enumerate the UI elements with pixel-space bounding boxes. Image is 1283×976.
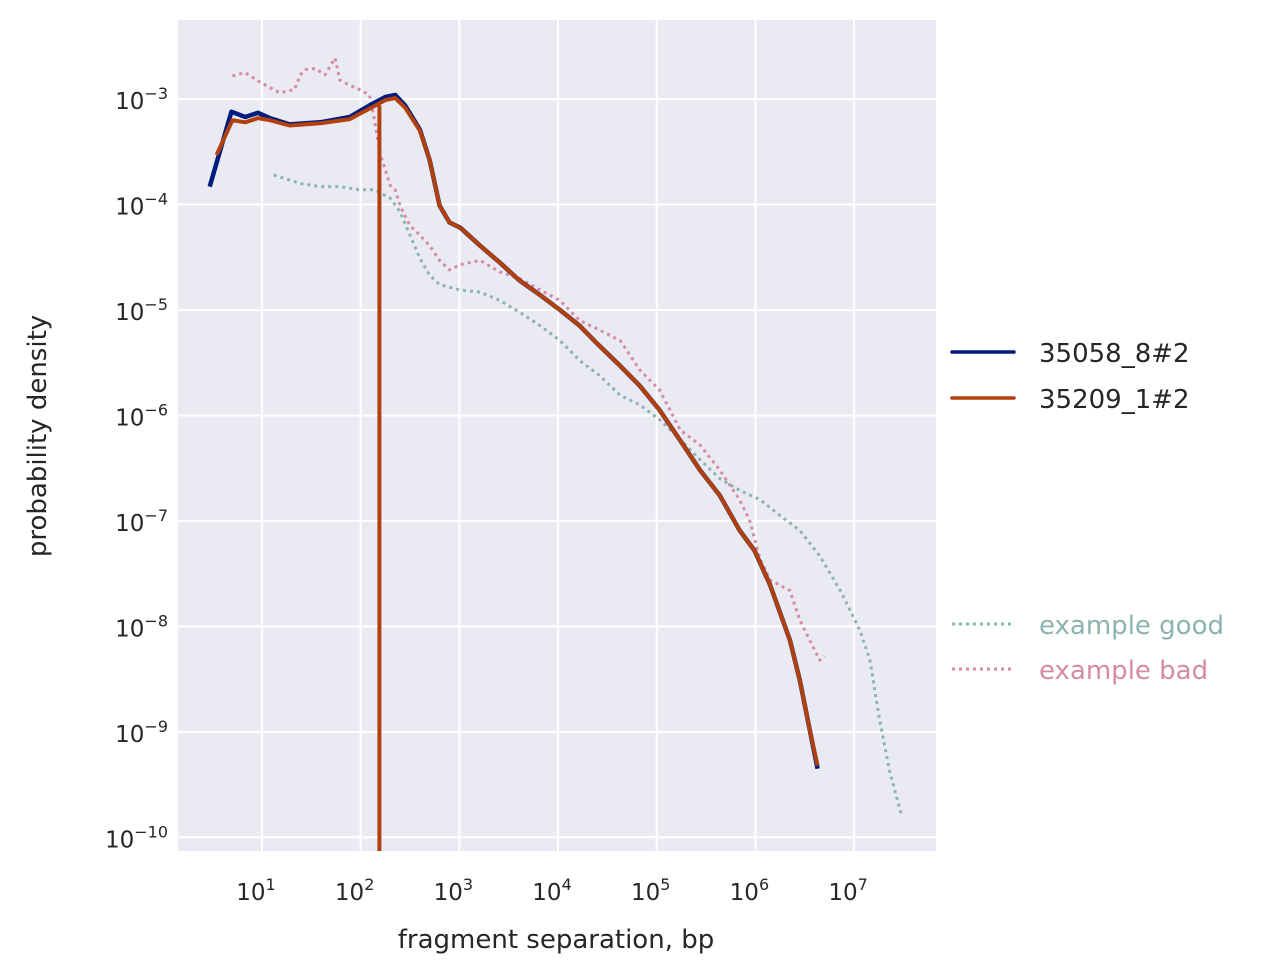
x-tick-label: 101 — [236, 875, 275, 906]
x-axis-label: fragment separation, bp — [398, 925, 714, 955]
y-tick-label: 10−4 — [115, 190, 168, 221]
legend-label: example good — [1039, 611, 1224, 641]
series-line-example-good — [273, 173, 903, 816]
series-line-example-bad — [232, 56, 826, 662]
y-tick-label: 10−8 — [115, 611, 168, 642]
series-lines — [207, 56, 903, 851]
legend-label: 35058_8#2 — [1039, 339, 1190, 369]
legend-label: 35209_1#2 — [1039, 385, 1190, 415]
y-tick-label: 10−7 — [115, 506, 168, 537]
plot-background — [178, 20, 936, 851]
x-tick-label: 102 — [335, 875, 374, 906]
x-tick-label: 105 — [631, 875, 670, 906]
x-tick-label: 104 — [532, 875, 571, 906]
x-tick-label: 107 — [828, 875, 867, 906]
y-tick-labels: 10−3 10−4 10−5 10−6 10−7 10−8 10−9 10−10 — [105, 84, 168, 853]
y-tick-label: 10−6 — [115, 400, 168, 431]
series-line-35209-1-2 — [214, 96, 820, 767]
y-tick-label: 10−5 — [115, 295, 168, 326]
x-tick-labels: 101 102 103 104 105 106 107 — [236, 875, 868, 906]
x-tick-label: 106 — [730, 875, 769, 906]
x-tick-label: 103 — [434, 875, 473, 906]
y-tick-label: 10−9 — [115, 717, 168, 748]
y-axis-label: probability density — [23, 315, 53, 557]
legend-label: example bad — [1039, 656, 1208, 686]
y-tick-label: 10−3 — [115, 84, 168, 115]
y-tick-label: 10−10 — [105, 822, 168, 853]
